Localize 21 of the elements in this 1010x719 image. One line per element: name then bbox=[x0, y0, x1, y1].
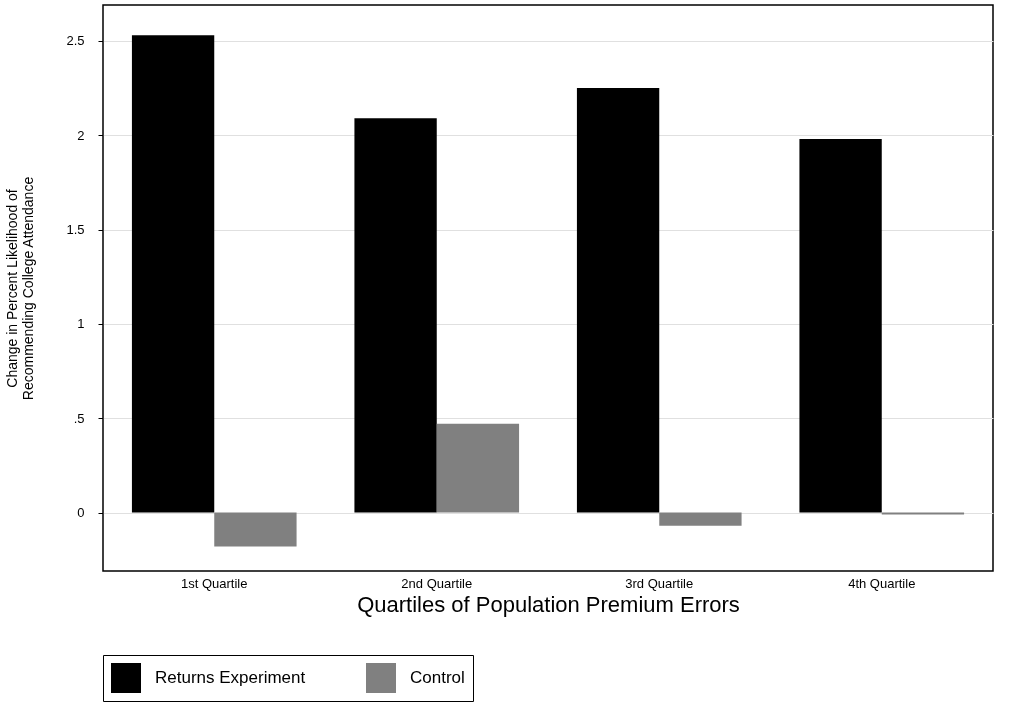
x-axis-title: Quartiles of Population Premium Errors bbox=[357, 591, 740, 617]
legend-label: Returns Experiment bbox=[155, 668, 306, 687]
x-tick-label: 3rd Quartile bbox=[625, 575, 694, 591]
bar bbox=[659, 512, 742, 526]
y-tick-label: 1 bbox=[77, 316, 85, 332]
x-tick-label: 1st Quartile bbox=[181, 575, 248, 591]
bar bbox=[799, 138, 882, 513]
bar bbox=[214, 512, 297, 547]
x-tick-label: 2nd Quartile bbox=[401, 575, 473, 591]
legend-label: Control bbox=[410, 668, 465, 687]
y-tick-label: 0 bbox=[77, 505, 85, 521]
y-tick-label: .5 bbox=[73, 410, 85, 426]
bar bbox=[436, 423, 520, 513]
y-axis-title: Change in Percent Likelihood of Recommending College Attendance bbox=[4, 176, 37, 401]
y-tick-label: 2.5 bbox=[66, 33, 85, 49]
y-tick-label: 2 bbox=[77, 127, 85, 143]
y-tick-label: 1.5 bbox=[66, 222, 85, 238]
bar bbox=[576, 88, 660, 513]
bar bbox=[131, 35, 215, 513]
x-tick-label: 4th Quartile bbox=[848, 575, 916, 591]
bar bbox=[354, 118, 437, 513]
